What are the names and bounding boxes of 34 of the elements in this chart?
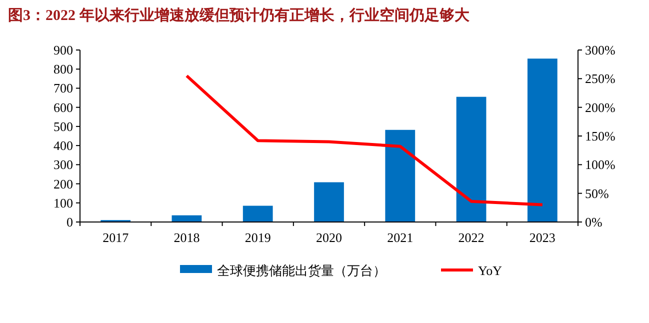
y-tick-label: 0	[66, 214, 73, 230]
legend: YoY	[441, 263, 502, 278]
y2-tick-label: 0%	[585, 214, 602, 230]
y-tick-label: 800	[54, 62, 73, 77]
y-tick-label: 500	[54, 118, 73, 134]
bar	[456, 96, 486, 222]
y2-tick-label: 100%	[585, 157, 616, 172]
bar	[527, 58, 558, 222]
legend: 全球便携储能出货量（万台）	[180, 263, 386, 278]
x-tick-label: 2017	[102, 230, 130, 245]
y2-tick-label: 200%	[585, 100, 616, 115]
bar	[314, 182, 344, 222]
y2-tick-label: 50%	[585, 186, 609, 201]
y2-tick-label: 150%	[585, 128, 616, 144]
y-tick-label: 900	[54, 42, 73, 58]
y-tick-label: 200	[54, 176, 73, 192]
x-tick-label: 2022	[458, 230, 484, 245]
y2-tick-label: 300%	[585, 42, 616, 58]
legend-label: 全球便携储能出货量（万台）	[217, 263, 386, 278]
bar	[242, 206, 273, 222]
y-tick-label: 100	[54, 195, 73, 210]
x-tick-label: 2019	[244, 230, 271, 245]
chart-title: 图3：2022 年以来行业增速放缓但预计仍有正增长，行业空间仍足够大	[8, 6, 470, 24]
x-tick-label: 2023	[529, 230, 556, 245]
y-tick-label: 700	[54, 80, 73, 96]
y-tick-label: 600	[54, 100, 73, 115]
x-tick-label: 2018	[174, 230, 200, 245]
y-tick-label: 400	[54, 138, 73, 154]
y2-tick-label: 250%	[585, 71, 616, 86]
legend-label: YoY	[478, 263, 503, 278]
bar	[385, 130, 416, 222]
x-tick-label: 2021	[387, 230, 414, 245]
x-tick-label: 2020	[316, 230, 342, 245]
y-tick-label: 300	[54, 157, 73, 172]
